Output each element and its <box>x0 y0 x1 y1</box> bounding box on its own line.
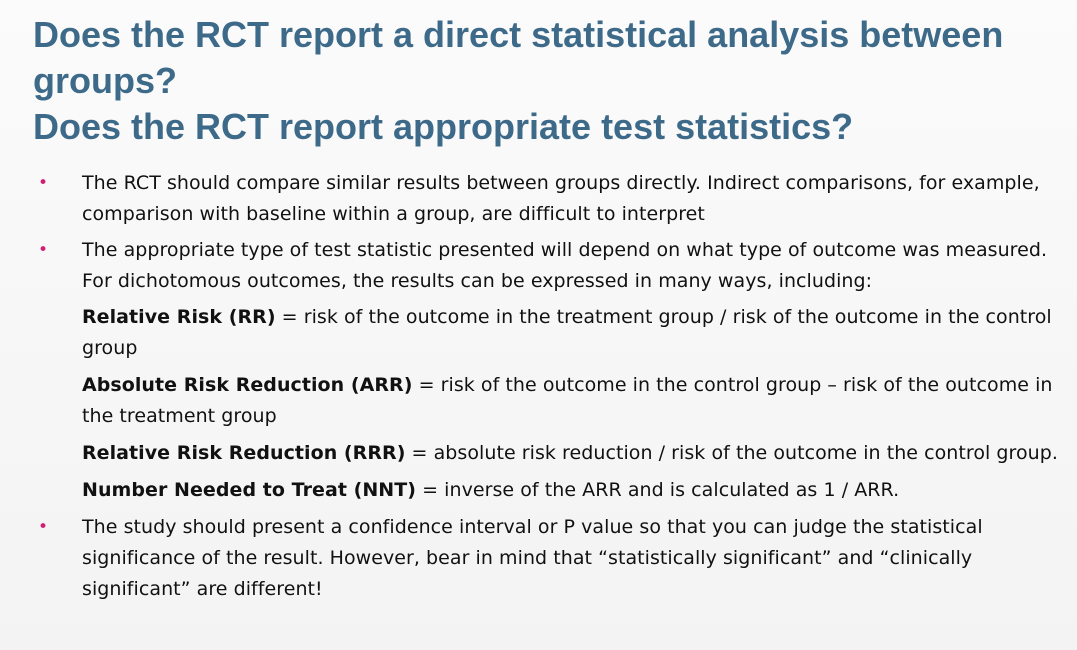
definition-term: Number Needed to Treat (NNT) <box>82 479 417 501</box>
definition-text: = risk of the outcome in the control gro… <box>82 374 1053 427</box>
definition-rr: Relative Risk (RR) = risk of the outcome… <box>40 302 1065 364</box>
bullet-marker-icon: • <box>38 240 49 260</box>
bullet-text: The RCT should compare similar results b… <box>82 172 1040 225</box>
bullet-marker-icon: • <box>38 517 49 537</box>
definition-text: = risk of the outcome in the treatment g… <box>82 306 1052 359</box>
definition-term: Absolute Risk Reduction (ARR) <box>82 374 413 396</box>
title-line-1: Does the RCT report a direct statistical… <box>33 14 1004 55</box>
slide-title: Does the RCT report a direct statistical… <box>33 12 1073 150</box>
definition-text: = absolute risk reduction / risk of the … <box>405 442 1058 464</box>
definition-term: Relative Risk (RR) <box>82 306 276 328</box>
definition-term: Relative Risk Reduction (RRR) <box>82 442 406 464</box>
bullet-marker-icon: • <box>38 173 49 193</box>
bullet-text: The appropriate type of test statistic p… <box>82 239 1048 292</box>
bullet-item-test-statistic: • The appropriate type of test statistic… <box>38 235 1065 297</box>
bullet-item-confidence-interval: • The study should present a confidence … <box>38 512 1065 605</box>
definition-nnt: Number Needed to Treat (NNT) = inverse o… <box>40 475 1065 506</box>
title-line-3: Does the RCT report appropriate test sta… <box>33 106 854 147</box>
definition-arr: Absolute Risk Reduction (ARR) = risk of … <box>40 370 1065 432</box>
definition-rrr: Relative Risk Reduction (RRR) = absolute… <box>40 438 1065 469</box>
definition-text: = inverse of the ARR and is calculated a… <box>416 479 900 501</box>
title-line-2: groups? <box>33 60 177 101</box>
slide-body: • The RCT should compare similar results… <box>38 168 1065 610</box>
bullet-text: The study should present a confidence in… <box>82 516 983 600</box>
bullet-item-direct-comparison: • The RCT should compare similar results… <box>38 168 1065 230</box>
